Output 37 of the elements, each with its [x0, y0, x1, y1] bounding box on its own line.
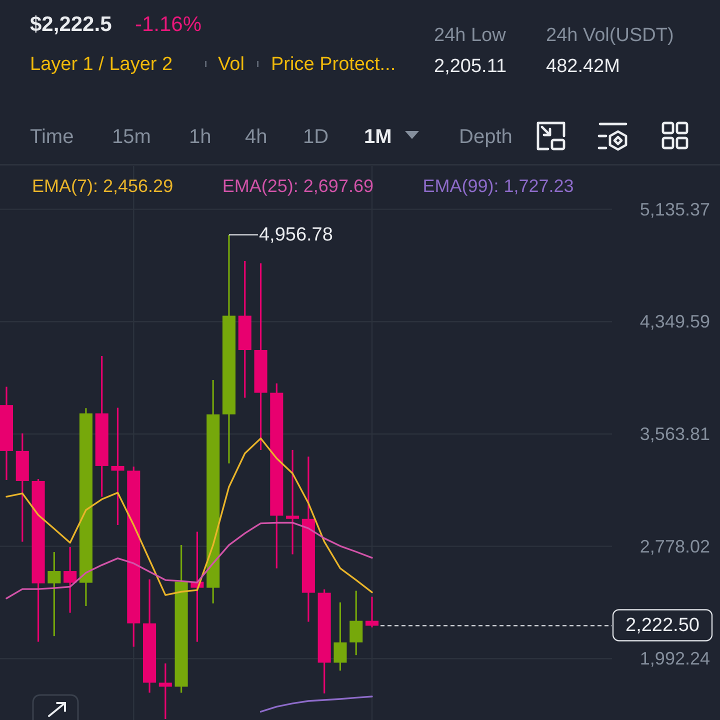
y-tick-label: 1,992.24 [640, 648, 710, 669]
text: Vol [218, 54, 244, 75]
text: Price Protect... [271, 54, 396, 75]
text: EMA(99): 1,727.23 [422, 176, 574, 196]
annotation: 4,956.78 [258, 224, 333, 246]
text: 15m [112, 126, 151, 148]
ref-line-label: 2,222.50 [626, 615, 700, 636]
line-series [260, 696, 373, 713]
chart-subtitle: -1.16% [135, 13, 202, 36]
text: EMA(7): 2,456.29 [32, 176, 174, 196]
y-tick-label: 4,349.59 [640, 312, 710, 332]
candlestick [64, 546, 77, 614]
text: 1M [364, 126, 392, 148]
y-tick-label: 3,563.81 [640, 424, 710, 444]
text: Layer 1 / Layer 2 [30, 54, 173, 75]
text: Depth [459, 126, 512, 148]
candlestick [334, 602, 347, 672]
y-tick-label: 2,778.02 [640, 536, 710, 556]
text: Time [30, 126, 74, 148]
line-series [6, 522, 373, 600]
text: 1D [303, 126, 329, 148]
candlestick [48, 551, 61, 637]
text: 482.42M [546, 56, 620, 77]
candlestick [286, 449, 300, 556]
text: 24h Low [434, 25, 506, 46]
candlestick [158, 662, 172, 720]
text: 1h [189, 126, 212, 148]
text: 24h Vol(USDT) [546, 25, 674, 46]
chart-title: $2,222.5 [30, 13, 112, 36]
text: 4h [245, 126, 268, 148]
candlestick [365, 596, 379, 628]
y-tick-label: 5,135.37 [640, 199, 710, 220]
text: EMA(25): 2,697.69 [222, 176, 374, 196]
line-series [6, 438, 373, 596]
candlestick [111, 406, 124, 526]
candlestick [350, 590, 363, 656]
text: 2,205.11 [434, 56, 507, 77]
